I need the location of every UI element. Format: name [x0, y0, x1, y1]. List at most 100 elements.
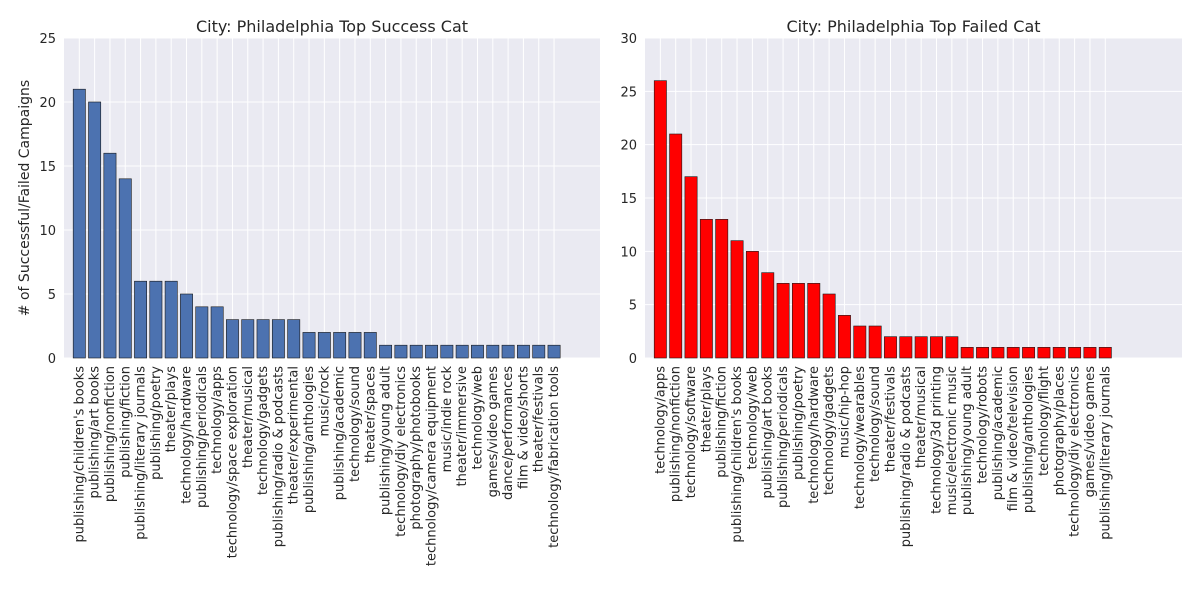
x-tick-label: games/video games	[486, 366, 501, 498]
x-tick-label: technology/flight	[1037, 366, 1052, 476]
bar	[379, 344, 393, 359]
x-tick-label: publishing/poetry	[791, 366, 806, 480]
x-tick-label: theater/musical	[241, 366, 256, 468]
x-tick-label: photography/places	[1052, 366, 1067, 496]
x-tick-label: technology/web	[470, 366, 485, 469]
bar	[1068, 347, 1082, 359]
bar	[945, 336, 959, 359]
bar	[715, 219, 729, 359]
bar	[791, 283, 805, 359]
bar	[653, 80, 667, 359]
x-tick-label: technology/software	[684, 366, 699, 498]
y-tick-label: 10	[39, 224, 56, 239]
chart-title: City: Philadelphia Top Success Cat	[196, 17, 468, 36]
bar	[256, 319, 270, 359]
x-tick-label: technology/3d printing	[930, 366, 945, 514]
y-tick-label: 0	[629, 352, 637, 367]
x-tick-label: technology/camera equipment	[425, 366, 440, 566]
x-tick-label: publishing/literary journals	[134, 366, 149, 540]
x-tick-label: publishing/nonfiction	[103, 366, 118, 502]
x-tick-label: publishing/periodicals	[776, 366, 791, 508]
bar	[210, 306, 224, 359]
x-tick-label: theater/plays	[164, 366, 179, 453]
bar	[455, 344, 469, 359]
chart-panel-2: 0 5 10 15 20 25 30 technology/apps publishing/no…	[620, 17, 1182, 547]
bar	[164, 280, 178, 359]
bar	[669, 133, 683, 359]
x-tick-label: publishing/academic	[333, 366, 348, 500]
x-tick-label: publishing/poetry	[149, 366, 164, 480]
bar	[149, 280, 163, 359]
bar	[88, 101, 102, 359]
x-tick-label: music/indie rock	[440, 366, 455, 473]
y-tick-label: 10	[620, 245, 637, 260]
y-tick-label: 20	[620, 139, 637, 154]
bar	[180, 293, 193, 359]
bar	[72, 88, 86, 359]
y-tick-label: 25	[39, 32, 56, 47]
bar	[363, 332, 377, 359]
bar	[103, 152, 117, 359]
x-tick-label: publishing/anthologies	[1022, 366, 1037, 513]
x-tick-label: technology/apps	[210, 366, 225, 474]
x-tick-label: technology/apps	[653, 366, 668, 474]
x-tick-label: theater/spaces	[363, 366, 378, 463]
bar	[302, 332, 316, 359]
y-tick-label: 30	[620, 32, 637, 47]
y-axis-label: # of Successful/Failed Campaigns	[17, 80, 33, 316]
bar	[195, 306, 209, 359]
bar	[853, 325, 867, 359]
x-tick-label: technology/hardware	[807, 366, 822, 504]
x-tick-label: publishing/art books	[761, 366, 776, 499]
bar	[976, 347, 989, 359]
bar	[991, 347, 1005, 359]
bar	[532, 344, 546, 359]
bar	[409, 344, 423, 359]
x-tick-label: technology/wearables	[853, 366, 868, 509]
bar	[394, 344, 408, 359]
x-tick-label: publishing/nonfiction	[669, 366, 684, 502]
bar	[807, 283, 821, 359]
x-tick-label: technology/hardware	[180, 366, 195, 504]
x-tick-label: film & video/shorts	[516, 366, 531, 489]
bar	[838, 315, 851, 359]
x-tick-label: publishing/fiction	[715, 366, 730, 478]
y-tick-label: 15	[620, 192, 637, 207]
x-tick-label: theater/festivals	[883, 366, 898, 472]
x-tick-label: technology/fabrication tools	[547, 366, 562, 548]
bar	[471, 344, 484, 359]
bar	[501, 344, 515, 359]
x-tick-label: technology/diy electronics	[1068, 366, 1083, 537]
x-tick-label: publishing/young adult	[960, 366, 975, 515]
bar	[440, 344, 454, 359]
bar	[134, 280, 147, 359]
x-tick-label: games/video games	[1083, 366, 1098, 498]
bar	[226, 319, 239, 359]
x-tick-label: publishing/children's books	[730, 366, 745, 543]
x-tick-label: publishing/periodicals	[195, 366, 210, 508]
x-tick-label: publishing/young adult	[379, 366, 394, 515]
x-tick-label: technology/robots	[976, 366, 991, 484]
bar	[118, 178, 132, 359]
bar	[914, 336, 928, 359]
x-tick-label: film & video/television	[1006, 366, 1021, 511]
bar	[776, 283, 790, 359]
bar	[517, 344, 530, 359]
x-tick-label: publishing/art books	[88, 366, 103, 499]
bar	[761, 272, 775, 359]
bar	[745, 251, 759, 359]
x-tick-label: technology/web	[745, 366, 760, 469]
y-tick-label: 5	[48, 288, 56, 303]
bar	[1098, 347, 1112, 359]
bar	[822, 293, 836, 359]
x-tick-label: technology/sound	[868, 366, 883, 482]
bar	[1083, 347, 1097, 359]
x-tick-label: publishing/fiction	[118, 366, 133, 478]
bar	[287, 319, 301, 359]
x-tick-label: publishing/anthologies	[302, 366, 317, 513]
bar	[699, 219, 713, 359]
bar	[1037, 347, 1051, 359]
bar	[1052, 347, 1066, 359]
